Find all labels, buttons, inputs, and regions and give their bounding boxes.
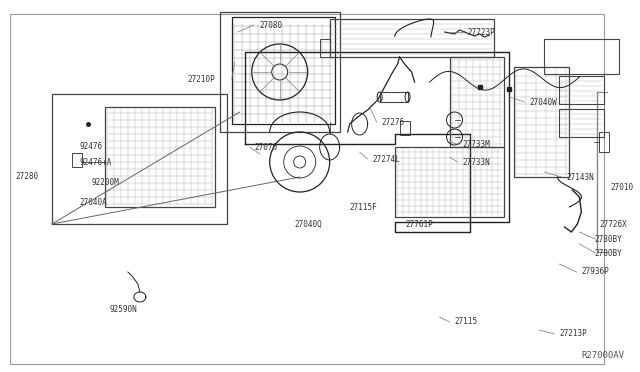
Text: 27040W: 27040W [529,97,557,106]
Text: R27000AV: R27000AV [581,351,625,360]
Bar [559,109,604,137]
Text: 2780BY: 2780BY [595,248,622,257]
Bar [449,57,504,147]
Text: 27761P: 27761P [406,219,433,228]
Text: 92200M: 92200M [92,177,120,186]
Bar [319,39,330,57]
Text: 27040A: 27040A [80,198,108,206]
Text: 92476+A: 92476+A [80,157,112,167]
Text: 27276: 27276 [381,118,404,126]
Bar [545,39,620,74]
Bar [105,107,215,207]
Text: 27733N: 27733N [463,157,490,167]
Text: 27010: 27010 [611,183,634,192]
Text: 27143N: 27143N [566,173,594,182]
Bar [559,76,604,104]
Bar [220,12,340,132]
Bar [380,92,408,102]
Bar [52,94,227,224]
Text: 27115: 27115 [454,317,477,327]
Text: 27280: 27280 [15,171,38,180]
Bar [395,147,504,217]
Text: 27213P: 27213P [559,330,587,339]
Text: 27726X: 27726X [600,219,627,228]
Text: 92590N: 92590N [110,305,138,314]
Text: 92476: 92476 [80,141,103,151]
Text: 27274L: 27274L [372,154,401,164]
Text: 27210P: 27210P [188,74,216,83]
Text: 27733M: 27733M [463,140,490,148]
Text: 27040Q: 27040Q [294,219,323,228]
Circle shape [294,156,306,168]
Text: 27723P: 27723P [468,28,495,36]
Text: 27115F: 27115F [349,202,378,212]
Text: 2780BY: 2780BY [595,234,622,244]
Bar [399,121,410,135]
Text: 27080: 27080 [260,20,283,29]
Bar [515,67,570,177]
Bar [72,153,82,167]
Text: 27070: 27070 [255,142,278,151]
Bar [600,132,609,152]
Bar [330,19,495,57]
Text: 27936P: 27936P [581,267,609,276]
